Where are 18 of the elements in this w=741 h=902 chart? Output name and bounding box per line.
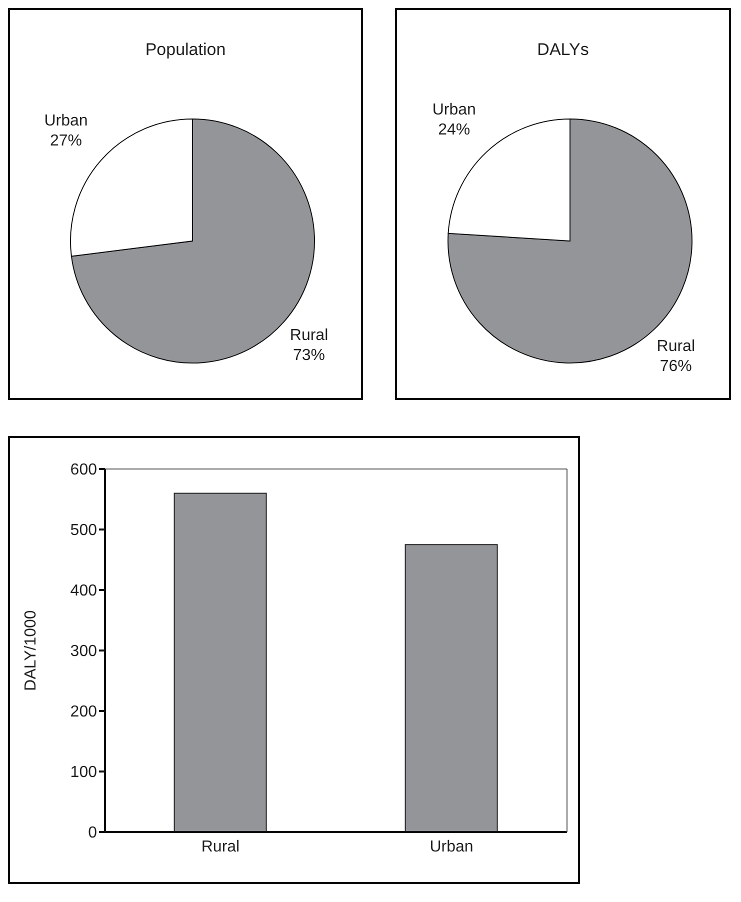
data-label: 76%: [660, 358, 692, 375]
slice-label: Rural: [290, 326, 328, 344]
y-tick-label: 100: [70, 764, 98, 782]
y-tick-label: 400: [70, 582, 98, 600]
slice-label: Rural: [656, 338, 696, 355]
y-tick-label: 300: [70, 643, 98, 660]
y-axis-title: DALY/1000: [22, 610, 40, 691]
y-tick-label: 0: [88, 824, 98, 842]
y-tick-label: 500: [70, 522, 98, 540]
chart-title: DALYs: [536, 40, 590, 60]
data-label: 27%: [50, 132, 82, 150]
slice-label: Urban: [432, 102, 476, 119]
y-tick-label: 200: [70, 704, 98, 721]
data-label: 24%: [438, 122, 470, 139]
chart-title: Population: [144, 40, 227, 60]
slice-label: Urban: [44, 112, 88, 130]
data-label: 73%: [293, 346, 326, 364]
y-tick-label: 600: [70, 462, 98, 479]
